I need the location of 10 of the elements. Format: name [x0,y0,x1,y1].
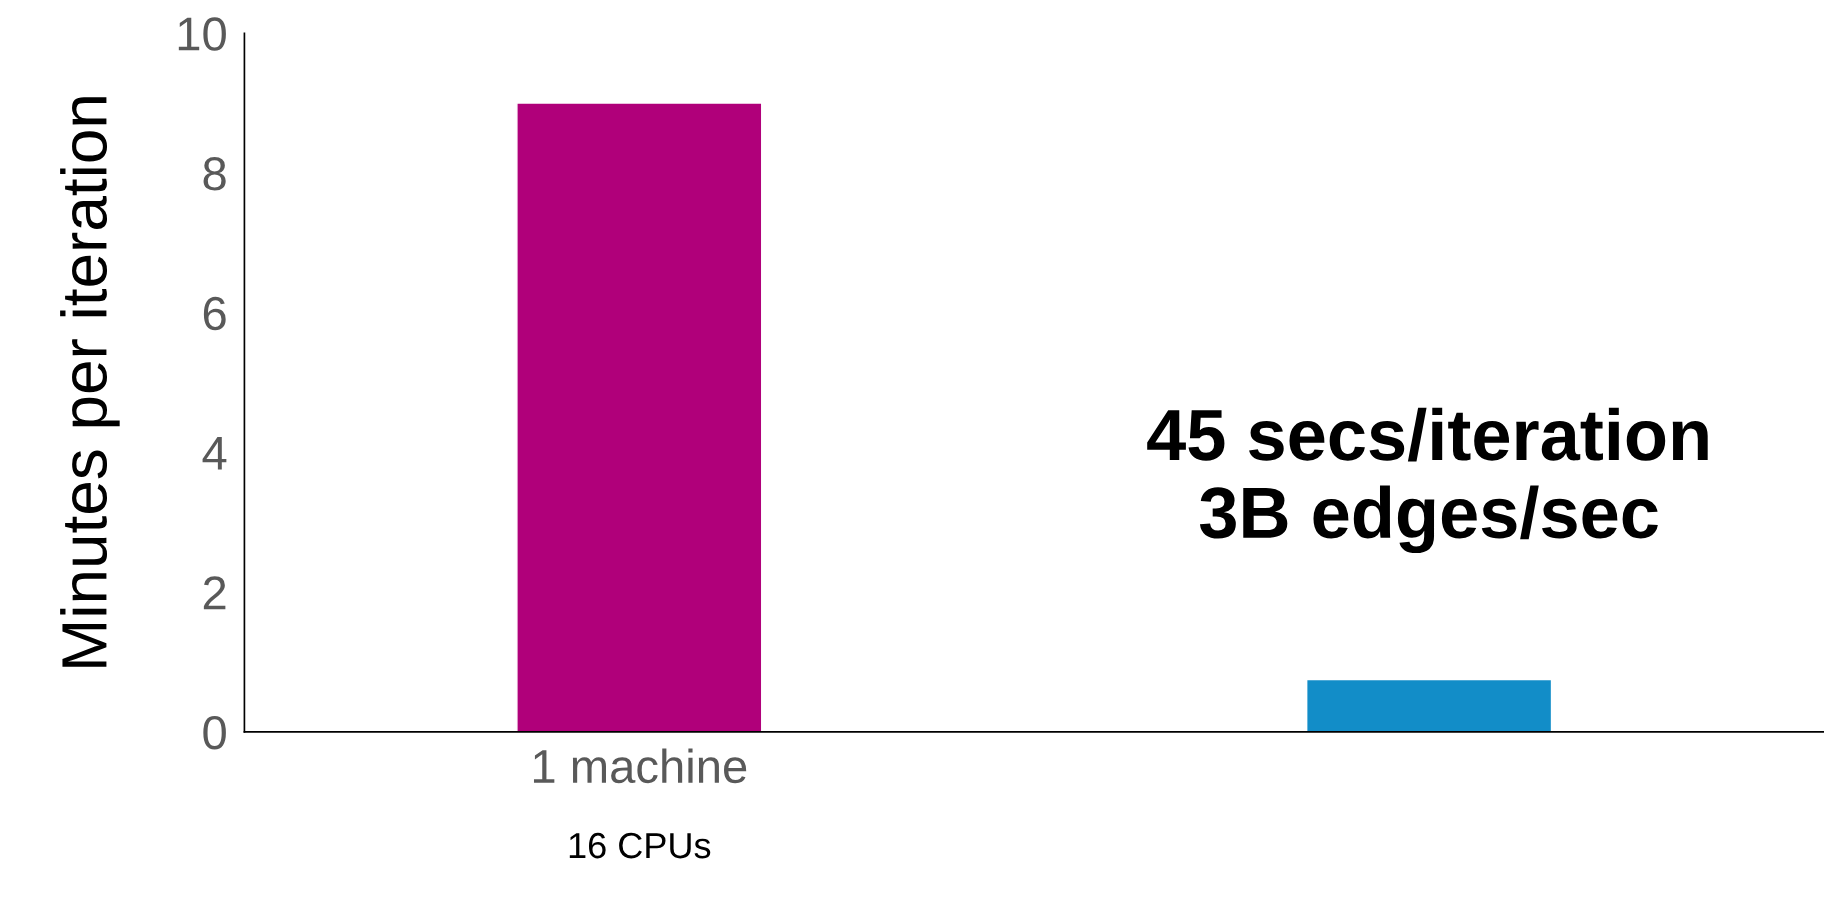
y-axis-title: Minutes per iteration [60,97,120,667]
y-tick-label: 10 [178,17,226,51]
y-tick-label: 4 [202,437,227,470]
text: 16 CPUs [569,832,711,859]
x-tick-label: 1 machine [533,748,747,784]
y-tick-label: 6 [203,296,226,331]
y-tick-label: 0 [203,716,226,750]
y-tick-label: 2 [203,576,226,610]
y-tick-label: 8 [203,157,226,191]
annotation: 45 secs/iteration 3B edges/sec [1147,407,1708,554]
